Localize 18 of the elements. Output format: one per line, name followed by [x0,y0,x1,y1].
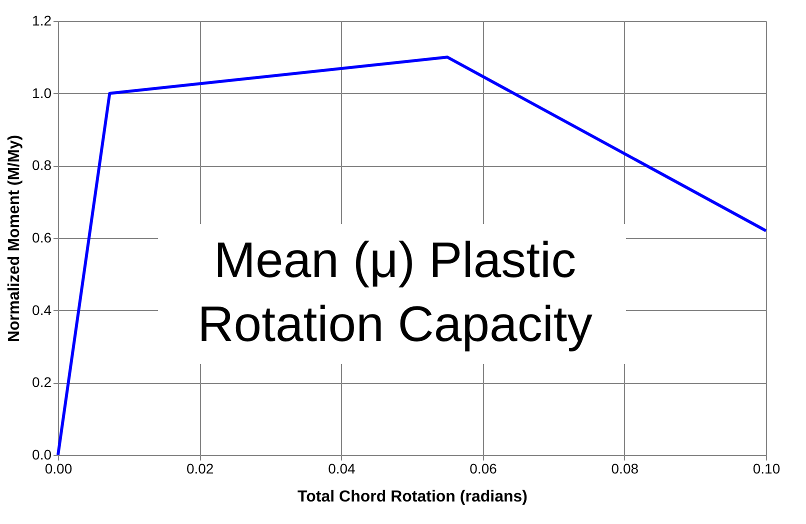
line-series [56,56,768,456]
x-tick-label: 0.08 [611,460,639,476]
x-tick-label: 0.10 [752,460,780,476]
y-tick-label: 0.8 [32,157,52,174]
y-tick-label: 0.0 [32,446,52,462]
x-tick-label: 0.04 [328,460,356,476]
y-tick-label: 1.2 [32,12,52,28]
y-axis-title: Normalized Moment (M/My) [6,134,24,342]
annotation: Mean (μ) Plastic [214,232,576,288]
y-tick-label: 0.2 [32,374,52,390]
y-tick-label: 1.0 [32,84,52,101]
y-tick-label: 0.4 [32,302,52,318]
x-axis-title: Total Chord Rotation (radians) [298,488,528,506]
annotation: Rotation Capacity [198,296,592,352]
x-tick-label: 0.00 [44,460,72,476]
y-tick-label: 0.6 [32,230,52,246]
x-tick-label: 0.06 [470,460,498,476]
x-tick-label: 0.02 [186,460,214,476]
